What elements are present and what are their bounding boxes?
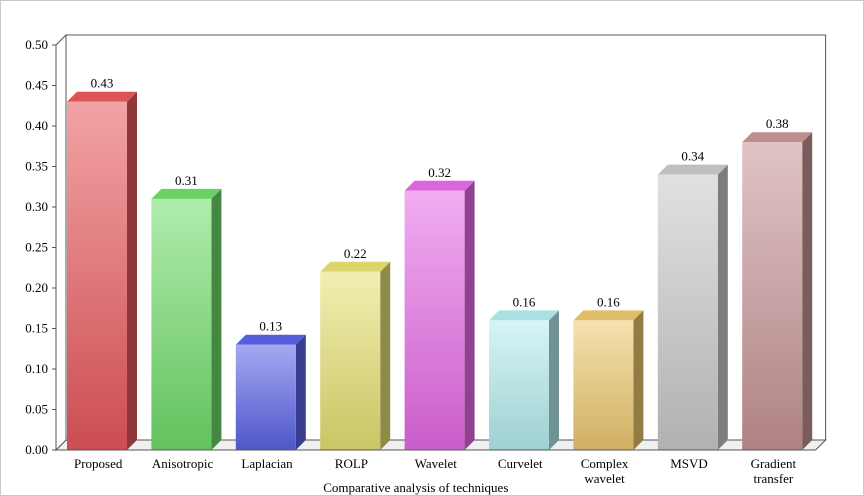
x-tick-label: MSVD (670, 456, 708, 471)
bar-front (573, 320, 634, 450)
bar-front (657, 174, 718, 450)
bar (235, 334, 306, 450)
y-tick-label: 0.45 (25, 78, 48, 93)
bar-top (573, 310, 644, 321)
bar (489, 310, 559, 450)
bar-front (489, 320, 549, 450)
data-label: 0.31 (175, 173, 198, 188)
data-label: 0.16 (513, 294, 536, 309)
bar-side (802, 132, 813, 450)
x-tick-label: Proposed (74, 456, 123, 471)
data-label: 0.32 (428, 165, 451, 180)
plot-side-wall (55, 33, 67, 452)
bar (657, 164, 728, 450)
y-tick-label: 0.40 (25, 118, 48, 133)
bar-top (657, 164, 728, 175)
bar (67, 91, 137, 450)
bar (320, 261, 391, 450)
y-tick-label: 0.15 (25, 321, 48, 336)
bar-top (67, 91, 137, 102)
bar-front (235, 344, 296, 450)
bar-side (380, 261, 391, 450)
y-tick-label: 0.25 (25, 240, 48, 255)
data-label: 0.38 (766, 116, 789, 131)
bar (404, 180, 475, 451)
bar-top (235, 334, 306, 345)
x-tick-label: Gradient transfer (751, 456, 797, 486)
bar (742, 132, 813, 450)
bar-top (151, 188, 222, 199)
data-label: 0.43 (91, 76, 114, 91)
y-tick-label: 0.20 (25, 280, 48, 295)
data-label: 0.16 (597, 294, 620, 309)
bar-top (404, 180, 475, 191)
bar-side (464, 180, 475, 451)
bar (573, 310, 644, 450)
x-tick-label: Curvelet (498, 456, 543, 471)
x-tick-label: Complex wavelet (581, 456, 629, 486)
x-axis-title: Comparative analysis of techniques (323, 480, 508, 495)
bar-top (742, 132, 813, 143)
x-tick-label: Laplacian (241, 456, 293, 471)
bar-front (404, 190, 465, 451)
x-tick-label: ROLP (335, 456, 368, 471)
bar-side (717, 164, 728, 450)
data-label: 0.13 (259, 319, 282, 334)
y-tick-label: 0.30 (25, 199, 48, 214)
bar-top (489, 310, 559, 321)
bar (151, 188, 222, 450)
data-label: 0.34 (681, 149, 704, 164)
bar-front (67, 101, 127, 450)
bar-side (295, 334, 306, 450)
y-tick-label: 0.00 (25, 442, 48, 457)
bar-side (633, 310, 644, 450)
y-tick-label: 0.35 (25, 159, 48, 174)
x-tick-label: Anisotropic (152, 456, 214, 471)
bar-front (151, 198, 212, 450)
y-tick-label: 0.05 (25, 402, 48, 417)
bar-front (742, 142, 803, 450)
bar-side (549, 310, 559, 450)
y-tick-label: 0.50 (25, 37, 48, 52)
bar-side (211, 188, 222, 450)
bar-side (127, 91, 137, 450)
data-label: 0.22 (344, 246, 367, 261)
x-tick-label: Wavelet (415, 456, 458, 471)
bar-top (320, 261, 391, 272)
y-tick-label: 0.10 (25, 361, 48, 376)
bar-front (320, 271, 381, 450)
